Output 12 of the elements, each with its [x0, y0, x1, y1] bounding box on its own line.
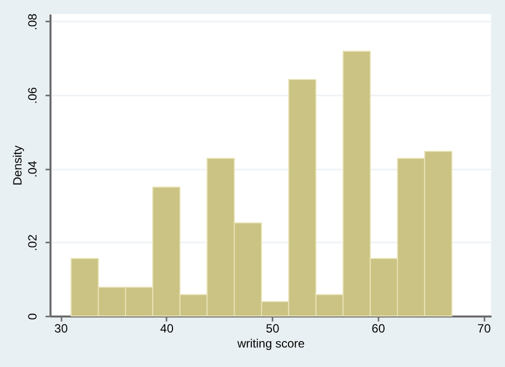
y-tick-label: .04: [26, 160, 40, 178]
x-tick-label: 50: [266, 322, 280, 336]
x-tick-label: 30: [54, 322, 68, 336]
x-tick-label: 60: [372, 322, 386, 336]
y-tick-label: 0: [26, 312, 40, 320]
y-tick-label: .06: [26, 86, 40, 104]
y-tick-label: .08: [26, 13, 40, 30]
y-axis-title: Density: [10, 145, 24, 186]
x-axis-title: writing score: [236, 336, 305, 350]
y-tick-label: .02: [26, 234, 40, 252]
x-tick-label: 40: [160, 322, 174, 336]
x-tick-label: 70: [477, 322, 492, 336]
